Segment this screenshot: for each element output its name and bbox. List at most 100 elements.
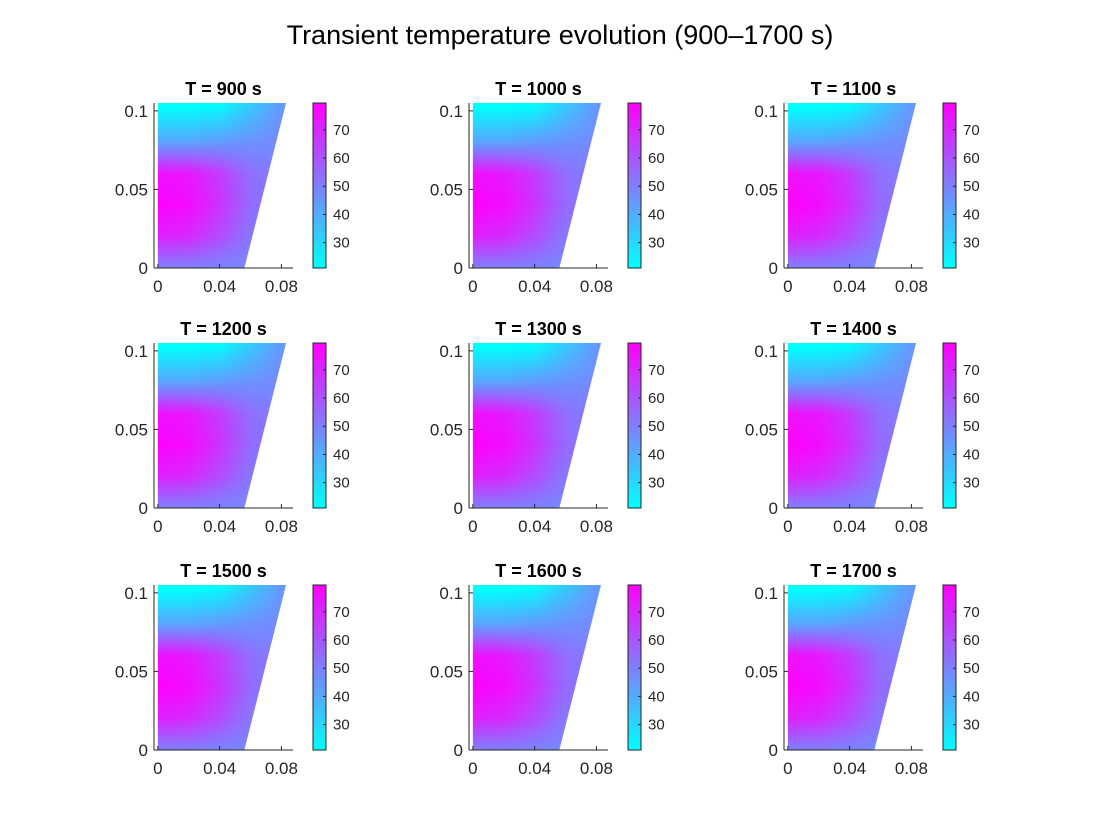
colorbar-tick-label: 50 <box>963 660 980 677</box>
y-tick-label: 0.1 <box>124 102 148 121</box>
y-tick-label: 0.1 <box>754 584 778 603</box>
subplot-title: T = 1500 s <box>180 561 267 581</box>
x-tick-label: 0.08 <box>895 517 928 536</box>
x-tick-label: 0.04 <box>833 277 866 296</box>
subplot: 0 0.04 0.08 0 0.05 0.1 T = 900 s 30 40 50 60 70 <box>115 79 350 296</box>
subplot: 0 0.04 0.08 0 0.05 0.1 T = 1600 s 30 40 50 60 70 <box>430 561 665 778</box>
temperature-field <box>787 343 917 508</box>
x-tick-label: 0.04 <box>518 517 551 536</box>
colorbar-tick-label: 60 <box>648 390 665 407</box>
x-tick-label: 0.08 <box>895 759 928 778</box>
colorbar-tick-label: 30 <box>648 717 665 734</box>
colorbar-tick-label: 40 <box>963 446 980 463</box>
colorbar-tick-label: 40 <box>333 206 350 223</box>
y-tick-label: 0.05 <box>745 662 778 681</box>
y-tick-label: 0 <box>139 499 148 518</box>
subplot: 0 0.04 0.08 0 0.05 0.1 T = 1200 s 30 40 50 60 70 <box>115 319 350 536</box>
subplot-title: T = 1200 s <box>180 319 267 339</box>
colorbar-tick-label: 70 <box>963 604 980 621</box>
temperature-field <box>472 103 602 268</box>
x-tick-label: 0.04 <box>203 517 236 536</box>
colorbar-tick-label: 30 <box>333 235 350 252</box>
x-tick-label: 0.08 <box>265 277 298 296</box>
y-tick-label: 0.05 <box>745 180 778 199</box>
x-tick-label: 0.04 <box>518 759 551 778</box>
subplot-title: T = 900 s <box>185 79 262 99</box>
x-tick-label: 0.08 <box>895 277 928 296</box>
colorbar-tick-label: 50 <box>333 418 350 435</box>
x-tick-label: 0.08 <box>580 759 613 778</box>
x-tick-label: 0 <box>153 277 162 296</box>
colorbar-tick-label: 60 <box>963 632 980 649</box>
colorbar <box>943 343 956 508</box>
colorbar-tick-label: 60 <box>963 150 980 167</box>
x-tick-label: 0 <box>468 277 477 296</box>
colorbar-tick-label: 40 <box>648 688 665 705</box>
subplot: 0 0.04 0.08 0 0.05 0.1 T = 1500 s 30 40 50 60 70 <box>115 561 350 778</box>
colorbar-frame <box>627 102 642 269</box>
colorbar-frame <box>627 342 642 509</box>
colorbar-tick-label: 60 <box>333 150 350 167</box>
y-tick-label: 0 <box>769 259 778 278</box>
colorbar-tick-label: 30 <box>648 475 665 492</box>
x-tick-label: 0.08 <box>580 277 613 296</box>
x-tick-label: 0.04 <box>203 759 236 778</box>
colorbar-tick-label: 60 <box>333 632 350 649</box>
colorbar-frame <box>312 342 327 509</box>
colorbar <box>628 343 641 508</box>
colorbar-frame <box>942 342 957 509</box>
temperature-field <box>157 585 287 750</box>
temperature-field <box>472 343 602 508</box>
x-tick-label: 0 <box>153 759 162 778</box>
colorbar-tick-label: 50 <box>963 178 980 195</box>
y-tick-label: 0 <box>139 741 148 760</box>
subplot-title: T = 1000 s <box>495 79 582 99</box>
y-tick-label: 0.05 <box>115 180 148 199</box>
colorbar-tick-label: 70 <box>648 122 665 139</box>
colorbar-tick-label: 40 <box>333 446 350 463</box>
colorbar <box>313 103 326 268</box>
colorbar-tick-label: 50 <box>963 418 980 435</box>
temperature-field <box>787 103 917 268</box>
colorbar-tick-label: 30 <box>648 235 665 252</box>
colorbar-tick-label: 40 <box>648 446 665 463</box>
colorbar-frame <box>942 102 957 269</box>
colorbar-frame <box>627 584 642 751</box>
subplot: 0 0.04 0.08 0 0.05 0.1 T = 1300 s 30 40 50 60 70 <box>430 319 665 536</box>
colorbar-tick-label: 50 <box>648 660 665 677</box>
y-tick-label: 0.1 <box>124 342 148 361</box>
y-tick-label: 0 <box>139 259 148 278</box>
y-tick-label: 0.05 <box>115 420 148 439</box>
colorbar <box>313 585 326 750</box>
x-tick-label: 0.04 <box>833 517 866 536</box>
y-tick-label: 0.05 <box>430 662 463 681</box>
figure-title: Transient temperature evolution (900–170… <box>286 20 834 50</box>
y-tick-label: 0 <box>454 259 463 278</box>
colorbar-frame <box>942 584 957 751</box>
colorbar-tick-label: 50 <box>648 418 665 435</box>
colorbar-tick-label: 30 <box>963 475 980 492</box>
colorbar-tick-label: 40 <box>648 206 665 223</box>
colorbar-tick-label: 50 <box>333 178 350 195</box>
colorbar-tick-label: 40 <box>333 688 350 705</box>
colorbar <box>628 103 641 268</box>
y-tick-label: 0.05 <box>430 180 463 199</box>
temperature-field <box>157 343 287 508</box>
temperature-field <box>157 103 287 268</box>
y-tick-label: 0 <box>769 499 778 518</box>
colorbar-tick-label: 60 <box>963 390 980 407</box>
colorbar-tick-label: 40 <box>963 206 980 223</box>
colorbar-frame <box>312 584 327 751</box>
colorbar-tick-label: 70 <box>333 122 350 139</box>
colorbar-tick-label: 30 <box>963 717 980 734</box>
temperature-field <box>472 585 602 750</box>
y-tick-label: 0.05 <box>745 420 778 439</box>
y-tick-label: 0.05 <box>430 420 463 439</box>
x-tick-label: 0.08 <box>265 759 298 778</box>
colorbar-tick-label: 40 <box>963 688 980 705</box>
x-tick-label: 0 <box>468 517 477 536</box>
colorbar <box>313 343 326 508</box>
x-tick-label: 0 <box>783 277 792 296</box>
subplot-title: T = 1600 s <box>495 561 582 581</box>
